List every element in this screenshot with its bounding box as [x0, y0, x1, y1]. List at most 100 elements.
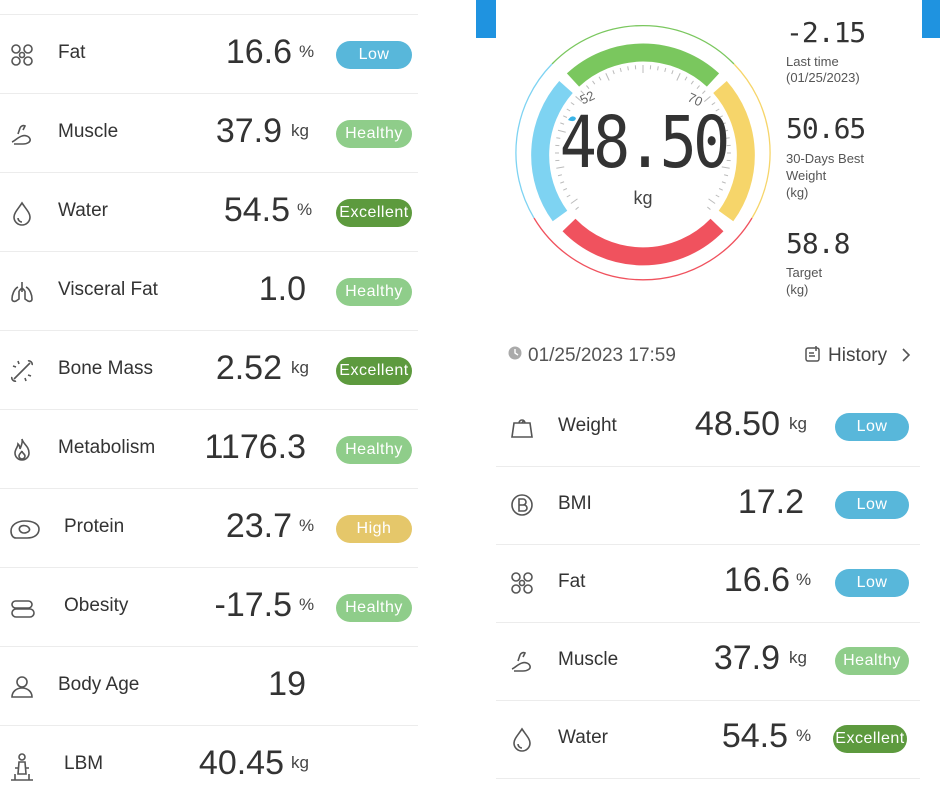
- metric-unit: kg: [291, 121, 309, 140]
- metric-unit: kg: [291, 358, 309, 377]
- metric-unit: %: [796, 726, 812, 745]
- bone-icon: [8, 357, 36, 385]
- weight-reading: 48.50: [559, 100, 731, 185]
- metric-unit: %: [299, 42, 315, 61]
- metric-row-weight[interactable]: Weight 48.50 kg Low: [496, 389, 920, 467]
- metric-row-water[interactable]: Water 54.5 % Excellent: [0, 173, 418, 252]
- metric-label: Obesity: [64, 595, 129, 616]
- gauge-tick: [721, 181, 726, 184]
- metric-value: 48.50: [694, 405, 780, 443]
- gauge-tick: [720, 129, 729, 133]
- gauge-tick: [724, 174, 729, 177]
- weight-icon: [508, 413, 536, 441]
- metric-row-obesity[interactable]: Obesity -17.5 % Healthy: [0, 568, 418, 647]
- metric-value: 37.9: [713, 639, 780, 677]
- metric-row-lbm[interactable]: LBM 40.45 kg: [0, 726, 418, 788]
- gauge-tick: [580, 90, 584, 94]
- gauge-tick: [702, 90, 706, 94]
- header-accent-left: [476, 0, 496, 38]
- gauge-segment-healthy: [566, 43, 720, 87]
- status-badge: High: [336, 515, 412, 543]
- gauge-ticks: [555, 65, 731, 210]
- gauge-tick: [707, 206, 711, 210]
- metric-row-bmi[interactable]: BMI 17.2 Low: [496, 467, 920, 545]
- gauge-tick: [566, 108, 571, 112]
- gauge-tick: [684, 76, 688, 81]
- metric-row-body-age[interactable]: Body Age 19: [0, 647, 418, 726]
- gauge-tick: [556, 137, 561, 139]
- left-panel: Fat 16.6 % Low Muscle 37.9 kg Healthy Wa…: [0, 0, 418, 788]
- metric-row-metabolism[interactable]: Metabolism 1176.3 Healthy: [0, 410, 418, 489]
- gauge-tick: [718, 115, 723, 118]
- status-badge: Excellent: [336, 199, 412, 227]
- metric-value: 1.0: [258, 270, 306, 308]
- header-accent-right: [922, 0, 940, 38]
- status-badge: Low: [835, 413, 909, 441]
- fat-icon: [8, 41, 36, 69]
- metric-unit: %: [796, 570, 812, 589]
- metric-label: LBM: [64, 753, 104, 774]
- status-badge: Low: [336, 41, 412, 69]
- metric-row-muscle[interactable]: Muscle 37.9 kg Healthy: [0, 94, 418, 173]
- gauge-tick: [563, 115, 568, 118]
- metric-row-muscle-2[interactable]: Muscle 37.9 kg Healthy: [496, 623, 920, 701]
- metric-row-fat[interactable]: Fat 16.6 % Low: [0, 15, 418, 94]
- gauge-tick: [612, 70, 615, 75]
- history-label: History: [828, 345, 888, 366]
- weight-gauge: 52 70 48.50 kg: [512, 22, 774, 284]
- metric-unit: kg: [291, 753, 309, 772]
- metric-label: Protein: [64, 516, 125, 537]
- gauge-tick: [570, 102, 575, 106]
- gauge-tick: [696, 85, 700, 89]
- water-drop-icon: [508, 725, 536, 753]
- gauge-tick: [721, 122, 726, 125]
- metric-row-visceral-fat[interactable]: Visceral Fat 1.0 Healthy: [0, 252, 418, 331]
- gauge-tick: [676, 73, 681, 81]
- metric-value: 1176.3: [204, 428, 306, 466]
- gauge-segment-high: [713, 81, 755, 222]
- metric-row-bone-mass[interactable]: Bone Mass 2.52 kg Excellent: [0, 331, 418, 410]
- gauge-tick: [605, 73, 610, 81]
- status-badge: Healthy: [336, 278, 412, 306]
- gauge-tick: [598, 76, 602, 81]
- gauge-tick: [557, 174, 562, 177]
- history-button[interactable]: History: [804, 345, 912, 367]
- gauge-tick: [715, 108, 720, 112]
- gauge-indicator: [568, 116, 576, 122]
- gauge-tick: [657, 66, 659, 71]
- target-value: 58.8: [786, 227, 850, 260]
- metric-value: 2.52: [215, 349, 282, 387]
- gauge-tick: [563, 188, 568, 191]
- gauge-tick: [725, 137, 730, 139]
- metric-row-water-2[interactable]: Water 54.5 % Excellent: [496, 701, 920, 779]
- metric-label: Body Age: [58, 674, 140, 695]
- last-change-date: (01/25/2023): [786, 70, 860, 85]
- metric-value: 37.9: [215, 112, 282, 150]
- datetime-text: 01/25/2023 17:59: [528, 345, 676, 366]
- metric-row-protein[interactable]: Protein 23.7 % High: [0, 489, 418, 568]
- weight-unit: kg: [633, 188, 653, 208]
- person-icon: [8, 673, 36, 701]
- metric-unit: kg: [789, 414, 807, 433]
- metric-value: 40.45: [198, 744, 284, 782]
- history-icon: [805, 346, 820, 362]
- best-weight-label: 30-Days Best: [786, 151, 865, 166]
- clock-icon: [508, 346, 522, 360]
- metric-unit: %: [299, 516, 315, 535]
- metric-row-fat-2[interactable]: Fat 16.6 % Low: [496, 545, 920, 623]
- target-label: Target: [786, 265, 823, 280]
- gauge-tick: [627, 66, 629, 71]
- gauge-tick: [586, 85, 590, 89]
- measurement-datetime: 01/25/2023 17:59: [508, 345, 676, 367]
- best-weight-value: 50.65: [786, 112, 866, 145]
- status-badge: Low: [835, 569, 909, 597]
- metric-value: 17.2: [737, 483, 804, 521]
- obesity-icon: [8, 594, 36, 622]
- gauge-tick: [556, 166, 565, 169]
- gauge-segment-obese: [562, 218, 724, 266]
- gauge-tick: [560, 181, 565, 184]
- gauge-tick: [690, 80, 694, 85]
- fat-icon: [508, 569, 536, 597]
- metric-label: Metabolism: [58, 437, 156, 458]
- best-weight-label-2: Weight: [786, 168, 827, 183]
